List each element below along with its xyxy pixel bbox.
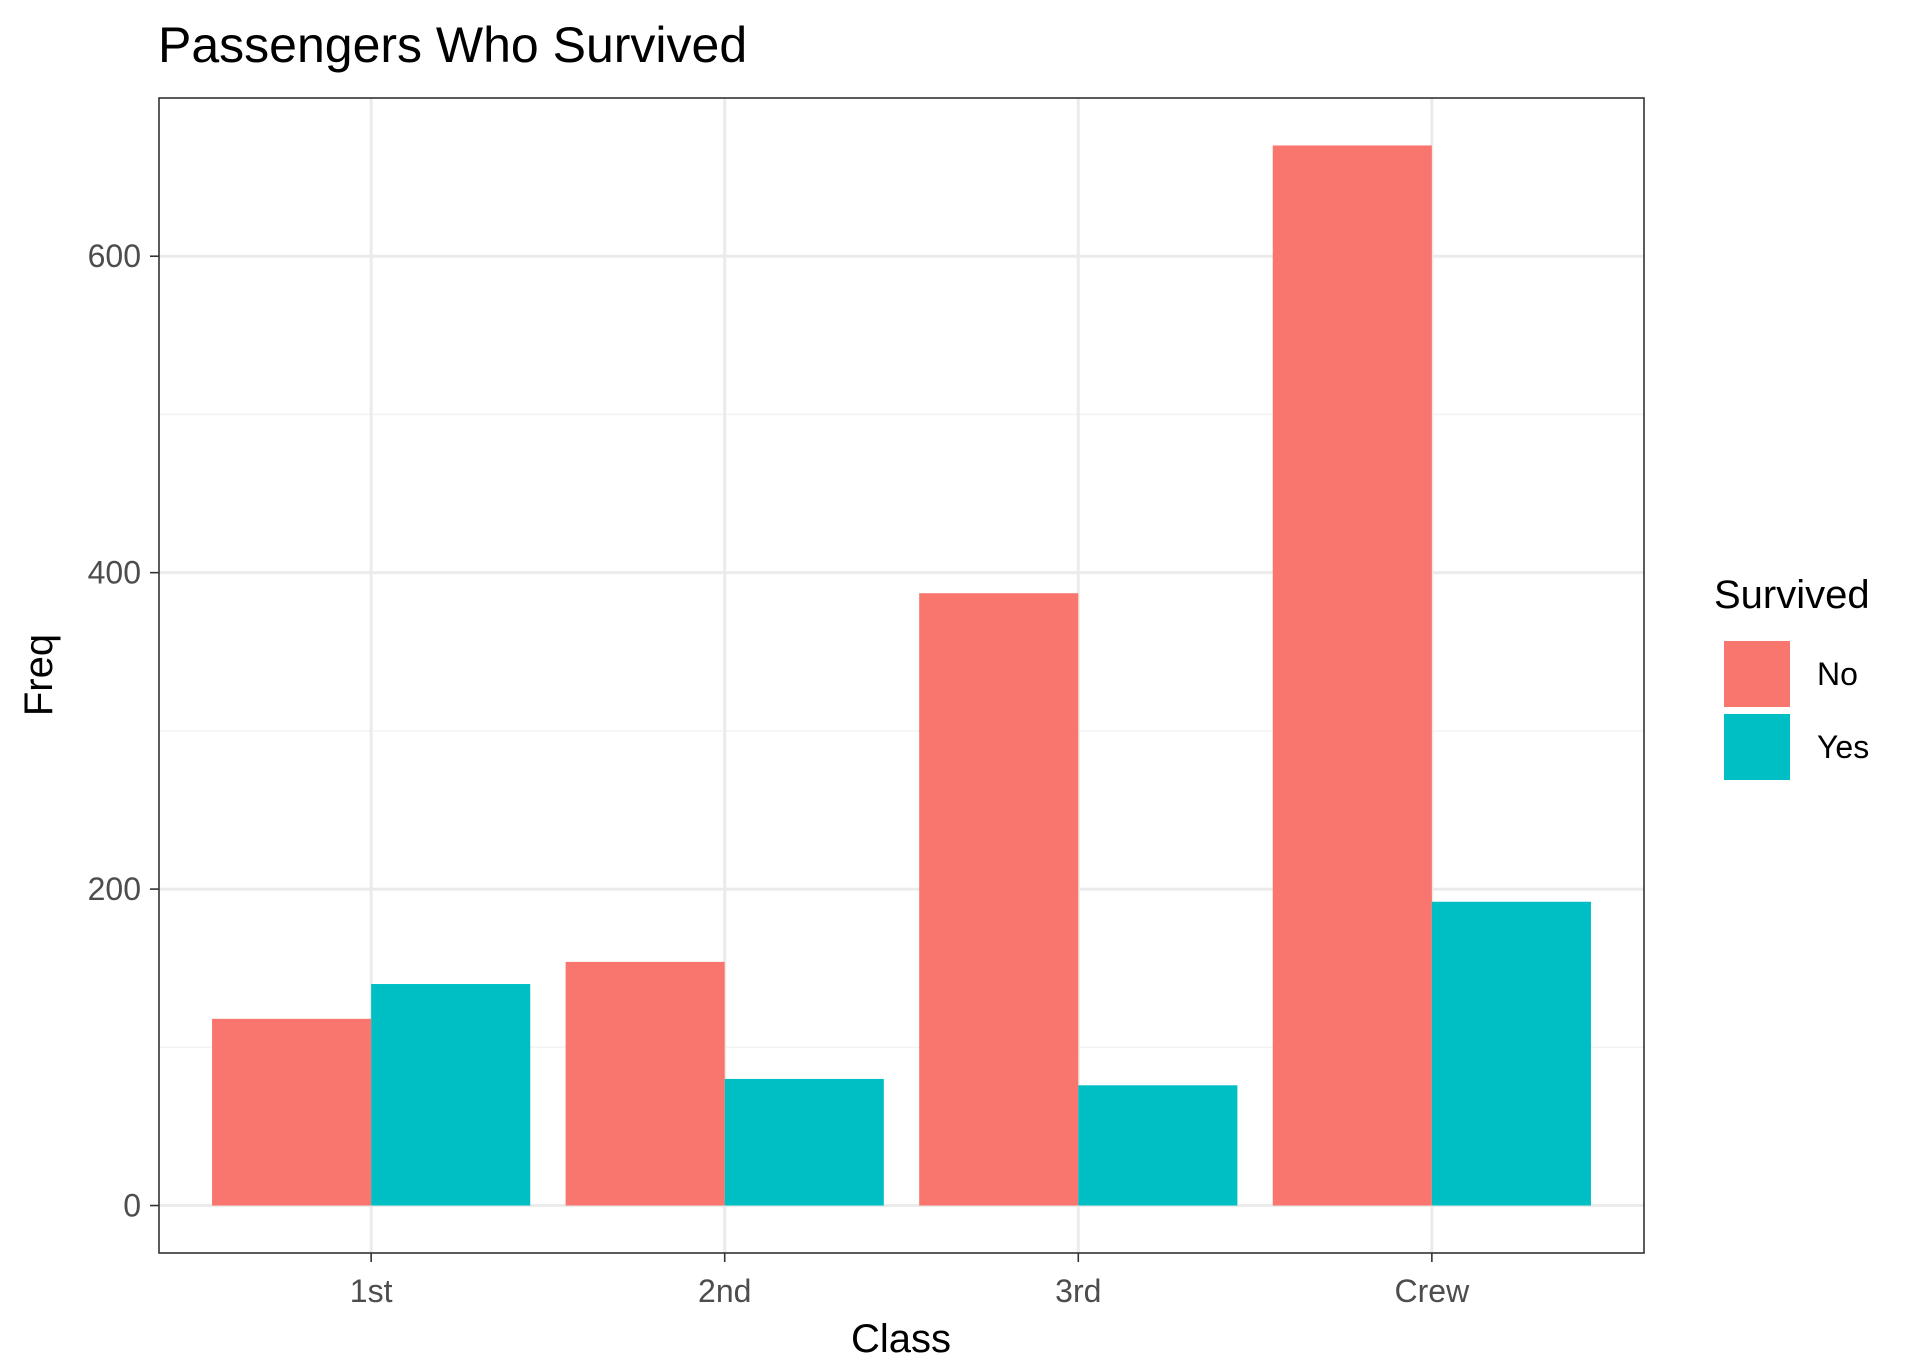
bar-yes-3rd <box>1078 1085 1238 1206</box>
y-axis-title: Freq <box>17 634 61 716</box>
legend-label-no: No <box>1817 656 1858 692</box>
legend: Survived No Yes <box>1714 573 1870 780</box>
bars <box>212 145 1591 1206</box>
y-tick-label: 400 <box>88 555 141 591</box>
legend-title: Survived <box>1714 573 1870 617</box>
x-tick-label: 2nd <box>698 1273 751 1309</box>
y-tick-label: 0 <box>123 1188 141 1224</box>
bar-yes-2nd <box>724 1078 884 1206</box>
plot-panel <box>158 97 1645 1254</box>
x-tick-label: 1st <box>350 1273 393 1309</box>
legend-key-no <box>1724 641 1790 707</box>
bar-no-3rd <box>919 593 1079 1206</box>
bar-no-1st <box>212 1018 372 1206</box>
y-axis: 0 200 400 600 <box>88 238 159 1224</box>
bar-no-2nd <box>565 961 725 1206</box>
panel-border <box>158 97 1645 1254</box>
x-tick-label: Crew <box>1395 1273 1471 1309</box>
legend-key-yes <box>1724 714 1790 780</box>
x-axis: 1st 2nd 3rd Crew <box>350 1253 1470 1309</box>
legend-label-yes: Yes <box>1817 729 1869 765</box>
bar-yes-1st <box>371 984 531 1206</box>
y-tick-label: 600 <box>88 238 141 274</box>
x-axis-title: Class <box>851 1317 951 1361</box>
y-tick-label: 200 <box>88 871 141 907</box>
chart-title: Passengers Who Survived <box>158 17 747 73</box>
bar-no-crew <box>1272 145 1432 1206</box>
x-tick-label: 3rd <box>1055 1273 1101 1309</box>
bar-yes-crew <box>1431 901 1591 1206</box>
